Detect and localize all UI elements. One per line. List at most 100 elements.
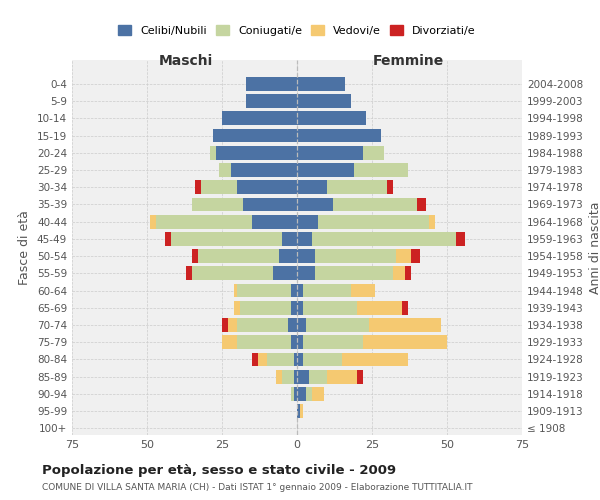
Bar <box>297 215 318 228</box>
Bar <box>297 301 303 314</box>
Bar <box>252 215 297 228</box>
Bar <box>294 352 297 366</box>
Bar <box>234 301 240 314</box>
Bar <box>402 301 408 314</box>
Bar <box>258 352 267 366</box>
Bar <box>297 336 303 349</box>
Bar <box>222 336 237 349</box>
Bar <box>297 146 363 160</box>
Bar <box>201 180 237 194</box>
Bar <box>363 336 447 349</box>
Bar <box>297 77 345 91</box>
Bar <box>297 404 300 418</box>
Bar <box>297 128 381 142</box>
Bar <box>312 232 456 246</box>
Bar <box>240 301 291 314</box>
Bar <box>303 301 357 314</box>
Bar <box>309 370 327 384</box>
Bar <box>297 163 354 177</box>
Bar <box>297 370 309 384</box>
Bar <box>315 249 396 263</box>
Bar <box>210 146 216 160</box>
Bar <box>291 301 297 314</box>
Bar <box>237 336 291 349</box>
Bar <box>342 352 408 366</box>
Bar <box>393 266 405 280</box>
Bar <box>243 198 297 211</box>
Bar <box>246 77 297 91</box>
Bar <box>417 198 426 211</box>
Bar <box>234 284 237 298</box>
Bar <box>279 249 297 263</box>
Bar <box>237 318 288 332</box>
Bar <box>351 284 375 298</box>
Bar <box>228 318 237 332</box>
Text: COMUNE DI VILLA SANTA MARIA (CH) - Dati ISTAT 1° gennaio 2009 - Elaborazione TUT: COMUNE DI VILLA SANTA MARIA (CH) - Dati … <box>42 484 473 492</box>
Legend: Celibi/Nubili, Coniugati/e, Vedovi/e, Divorziati/e: Celibi/Nubili, Coniugati/e, Vedovi/e, Di… <box>114 20 480 40</box>
Bar <box>354 163 408 177</box>
Bar <box>252 352 258 366</box>
Bar <box>213 128 297 142</box>
Bar <box>219 163 231 177</box>
Bar <box>150 215 156 228</box>
Bar <box>198 249 279 263</box>
Bar <box>303 284 351 298</box>
Bar <box>297 266 315 280</box>
Bar <box>297 112 366 126</box>
Y-axis label: Fasce di età: Fasce di età <box>19 210 31 285</box>
Bar <box>306 318 369 332</box>
Bar <box>297 318 306 332</box>
Bar <box>192 249 198 263</box>
Bar <box>237 180 297 194</box>
Bar <box>300 404 303 418</box>
Bar <box>357 301 402 314</box>
Bar <box>297 94 351 108</box>
Bar <box>363 146 384 160</box>
Bar <box>282 232 297 246</box>
Bar <box>327 180 387 194</box>
Bar <box>273 266 297 280</box>
Bar <box>276 370 282 384</box>
Text: Femmine: Femmine <box>373 54 443 68</box>
Bar <box>333 198 417 211</box>
Bar <box>165 232 171 246</box>
Bar <box>297 284 303 298</box>
Bar <box>327 370 357 384</box>
Bar <box>291 387 294 400</box>
Bar <box>456 232 465 246</box>
Bar <box>405 266 411 280</box>
Text: Maschi: Maschi <box>159 54 213 68</box>
Bar <box>237 284 291 298</box>
Bar <box>282 370 294 384</box>
Bar <box>369 318 441 332</box>
Bar <box>396 249 411 263</box>
Bar <box>411 249 420 263</box>
Bar <box>294 387 297 400</box>
Bar <box>306 387 312 400</box>
Bar <box>246 94 297 108</box>
Bar <box>297 232 312 246</box>
Bar <box>318 215 429 228</box>
Bar <box>171 232 282 246</box>
Bar <box>222 318 228 332</box>
Bar <box>297 387 306 400</box>
Bar <box>303 336 363 349</box>
Text: Popolazione per età, sesso e stato civile - 2009: Popolazione per età, sesso e stato civil… <box>42 464 396 477</box>
Y-axis label: Anni di nascita: Anni di nascita <box>589 201 600 294</box>
Bar <box>297 180 327 194</box>
Bar <box>195 180 201 194</box>
Bar <box>291 284 297 298</box>
Bar <box>216 146 297 160</box>
Bar <box>297 352 303 366</box>
Bar <box>429 215 435 228</box>
Bar <box>387 180 393 194</box>
Bar <box>192 198 243 211</box>
Bar <box>357 370 363 384</box>
Bar <box>297 249 315 263</box>
Bar <box>315 266 393 280</box>
Bar <box>231 163 297 177</box>
Bar <box>222 112 297 126</box>
Bar <box>312 387 324 400</box>
Bar <box>186 266 192 280</box>
Bar <box>303 352 342 366</box>
